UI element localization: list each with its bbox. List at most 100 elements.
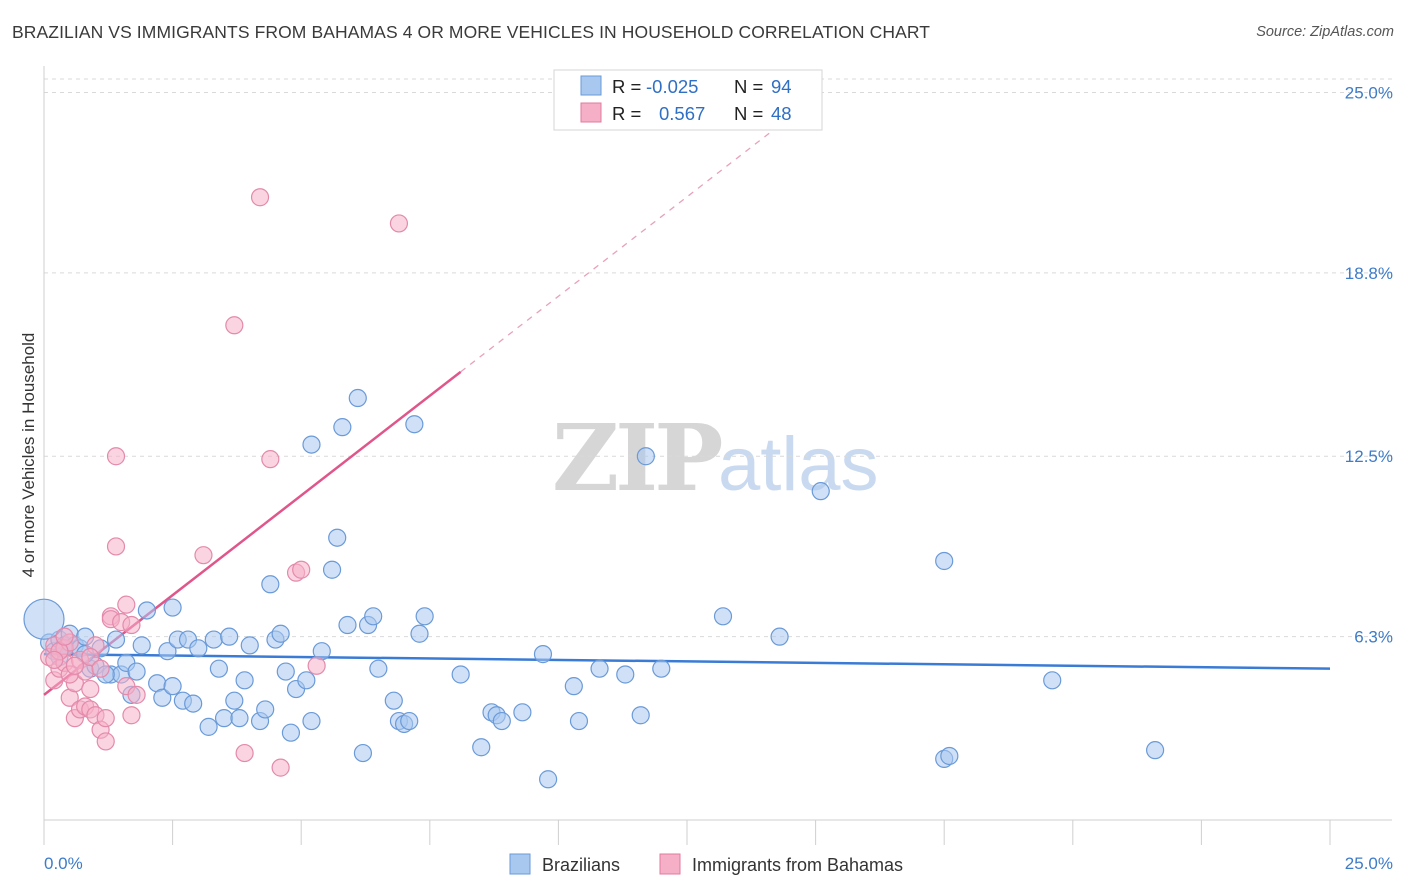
- point-bahamas: [225, 316, 244, 335]
- point-brazilians: [214, 709, 234, 728]
- point-brazilians: [713, 607, 733, 626]
- point-brazilians: [23, 598, 65, 640]
- point-brazilians: [533, 645, 553, 664]
- point-brazilians: [184, 694, 203, 713]
- series-legend-label-bahamas: Immigrants from Bahamas: [692, 855, 903, 875]
- point-bahamas: [96, 709, 115, 728]
- point-bahamas: [261, 450, 280, 469]
- point-brazilians: [1146, 741, 1165, 760]
- point-brazilians: [235, 671, 254, 690]
- point-brazilians: [935, 551, 954, 571]
- point-brazilians: [163, 598, 182, 617]
- point-bahamas: [117, 595, 136, 614]
- point-brazilians: [199, 717, 218, 736]
- series-legend-swatch-bahamas: [659, 853, 681, 875]
- point-brazilians: [137, 601, 156, 620]
- point-brazilians: [225, 691, 244, 710]
- axes: 6.3% 12.5% 18.8% 25.0% 0.0% 25.0%: [43, 66, 1393, 873]
- point-brazilians: [940, 746, 959, 766]
- legend-r-value-1: -0.025: [646, 76, 698, 97]
- point-bahamas: [81, 647, 100, 667]
- point-brazilians: [539, 770, 558, 789]
- legend-swatch-bahamas: [580, 102, 602, 123]
- y-tick-label: 6.3%: [1354, 628, 1393, 647]
- point-bahamas: [194, 546, 213, 565]
- x-tick-label: 0.0%: [44, 854, 83, 873]
- point-bahamas: [271, 758, 290, 777]
- point-brazilians: [348, 388, 367, 408]
- legend-r-label-2: R =: [612, 103, 641, 124]
- point-brazilians: [492, 711, 511, 731]
- trend-extension-bahamas: [460, 132, 770, 373]
- chart-title: BRAZILIAN VS IMMIGRANTS FROM BAHAMAS 4 O…: [12, 22, 931, 42]
- point-brazilians: [276, 662, 295, 681]
- point-brazilians: [364, 607, 383, 626]
- point-bahamas: [55, 627, 74, 646]
- point-brazilians: [132, 636, 151, 655]
- point-bahamas: [96, 732, 115, 751]
- point-brazilians: [410, 624, 429, 643]
- legend-r-label-1: R =: [612, 76, 641, 97]
- legend-n-value-1: 94: [771, 76, 792, 97]
- point-brazilians: [636, 447, 655, 466]
- series-legend-label-brazilians: Brazilians: [542, 855, 620, 875]
- point-brazilians: [204, 630, 223, 649]
- stats-legend: R = -0.025 N = 94 R = 0.567 N = 48: [553, 69, 823, 131]
- point-bahamas: [81, 679, 100, 699]
- point-bahamas: [122, 706, 141, 725]
- point-brazilians: [328, 528, 347, 547]
- point-brazilians: [163, 677, 182, 696]
- point-brazilians: [616, 665, 635, 684]
- point-brazilians: [353, 743, 373, 763]
- point-brazilians: [297, 671, 316, 690]
- point-brazilians: [189, 639, 208, 658]
- point-bahamas: [127, 685, 146, 704]
- point-brazilians: [652, 659, 671, 678]
- point-bahamas: [235, 743, 254, 763]
- point-brazilians: [400, 711, 419, 731]
- point-bahamas: [389, 214, 409, 233]
- point-brazilians: [338, 615, 357, 635]
- point-bahamas: [91, 659, 110, 678]
- point-brazilians: [271, 624, 290, 643]
- point-bahamas: [106, 537, 126, 556]
- point-brazilians: [513, 703, 532, 722]
- grid-lines: [44, 78, 1392, 638]
- y-tick-label: 12.5%: [1345, 447, 1393, 466]
- point-brazilians: [302, 711, 321, 731]
- point-brazilians: [405, 415, 424, 434]
- point-brazilians: [240, 636, 259, 655]
- point-brazilians: [127, 662, 146, 681]
- data-points: [23, 188, 1165, 789]
- point-bahamas: [122, 615, 141, 635]
- watermark-atlas: atlas: [718, 422, 879, 507]
- point-brazilians: [811, 482, 830, 501]
- point-bahamas: [292, 560, 311, 579]
- point-brazilians: [281, 723, 301, 742]
- point-brazilians: [106, 630, 126, 649]
- legend-n-value-2: 48: [771, 103, 792, 124]
- y-axis-label: 4 or more Vehicles in Household: [19, 333, 38, 578]
- point-brazilians: [770, 627, 789, 646]
- point-brazilians: [590, 659, 609, 678]
- point-brazilians: [302, 435, 321, 454]
- point-brazilians: [369, 659, 388, 678]
- point-bahamas: [106, 447, 126, 466]
- point-brazilians: [472, 738, 491, 757]
- y-tick-label: 18.8%: [1345, 264, 1393, 283]
- point-brazilians: [220, 627, 239, 646]
- point-bahamas: [45, 650, 64, 670]
- point-brazilians: [384, 691, 403, 710]
- point-brazilians: [1043, 671, 1062, 690]
- chart-source: Source: ZipAtlas.com: [1256, 24, 1394, 40]
- point-brazilians: [569, 711, 589, 731]
- trend-line-brazilians: [43, 652, 1331, 670]
- watermark: ZIP atlas: [552, 404, 879, 512]
- point-brazilians: [631, 706, 650, 725]
- series-legend-swatch-brazilians: [509, 853, 531, 875]
- point-bahamas: [250, 188, 270, 207]
- point-brazilians: [451, 665, 470, 684]
- point-brazilians: [230, 709, 249, 728]
- x-tick-label: 25.0%: [1345, 854, 1393, 873]
